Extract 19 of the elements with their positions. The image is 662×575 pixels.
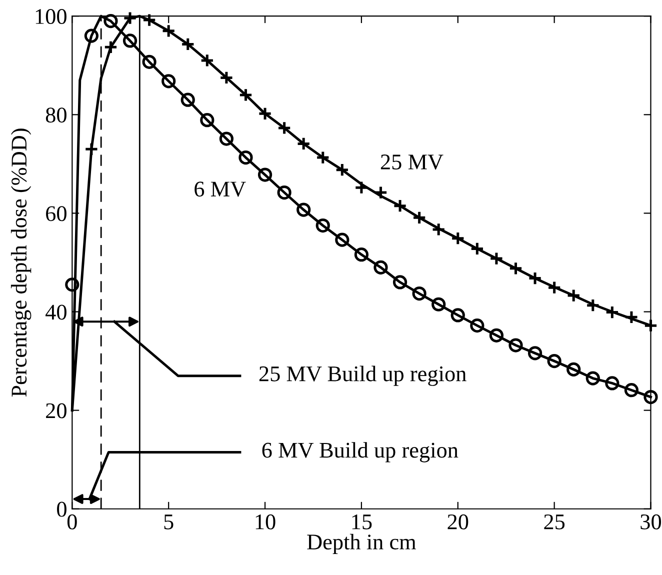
x-tick-label: 5 xyxy=(164,514,174,530)
x-tick-label: 0 xyxy=(67,514,77,530)
annotation: 25 MV xyxy=(380,154,444,170)
y-tick-label: 20 xyxy=(46,403,66,418)
y-axis-title: Percentage depth dose (%DD) xyxy=(10,128,32,397)
x-tick-label: 20 xyxy=(448,514,468,530)
x-axis-title: Depth in cm xyxy=(307,534,416,554)
annotation: 6 MV xyxy=(194,182,246,197)
annotation: 6 MV Build up region xyxy=(262,442,458,462)
x-tick-label: 30 xyxy=(640,514,662,530)
x-tick-label: 15 xyxy=(352,514,372,530)
annotation: 25 MV Build up region xyxy=(259,366,466,386)
y-tick-label: 60 xyxy=(46,206,66,222)
y-tick-label: 100 xyxy=(36,9,66,24)
x-tick-label: 10 xyxy=(256,514,276,530)
y-tick-label: 0 xyxy=(57,502,66,517)
y-tick-label: 80 xyxy=(46,108,66,123)
x-tick-label: 25 xyxy=(544,514,565,530)
y-tick-label: 40 xyxy=(46,304,66,320)
